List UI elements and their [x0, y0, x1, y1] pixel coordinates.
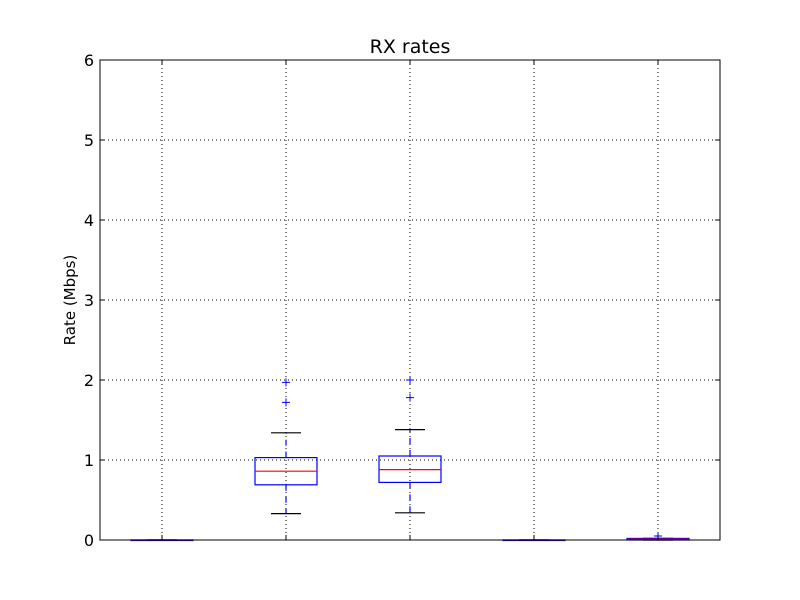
y-tick-label: 2: [84, 371, 94, 390]
outlier-marker: [406, 376, 414, 384]
y-tick-label: 4: [84, 211, 94, 230]
y-axis-label: Rate (Mbps): [61, 255, 79, 346]
chart-title: RX rates: [370, 36, 451, 58]
box-plot-2: [254, 378, 318, 515]
y-tick-label: 0: [84, 531, 94, 550]
y-tick-label: 1: [84, 451, 94, 470]
y-axis: 0 1 2 3 4 5 6: [84, 51, 720, 550]
outlier-marker: [282, 398, 290, 407]
box-plot-3: [378, 376, 442, 514]
grid-lines: [100, 59, 720, 541]
outlier-marker: [406, 393, 414, 402]
box-plots: [130, 376, 690, 542]
outlier-marker: [282, 378, 290, 387]
y-tick-label: 3: [84, 291, 94, 310]
y-tick-label: 5: [84, 131, 94, 150]
y-tick-label: 6: [84, 51, 94, 70]
